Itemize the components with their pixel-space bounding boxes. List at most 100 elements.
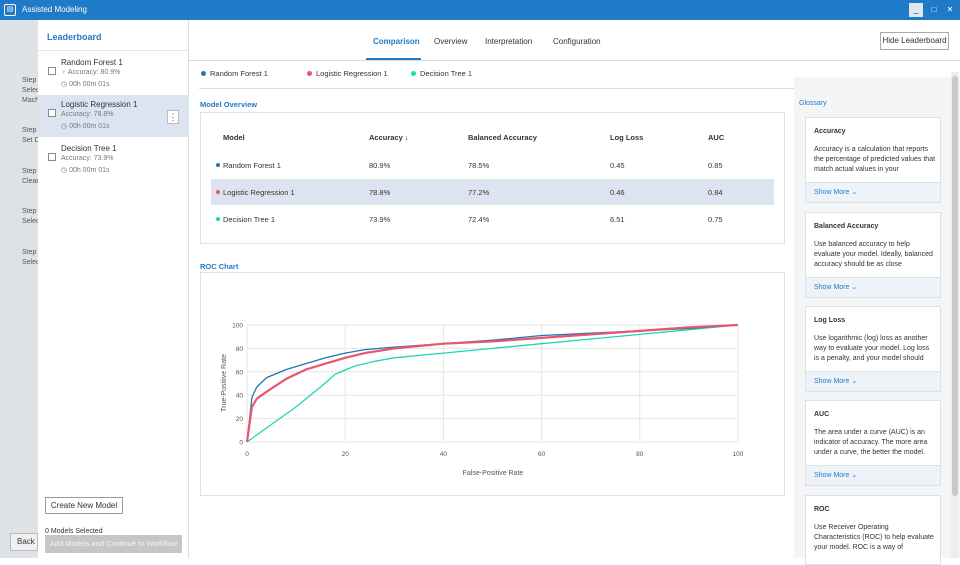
x-axis-label: False-Positive Rate	[463, 470, 524, 477]
hide-leaderboard-button[interactable]: Hide Leaderboard	[880, 32, 949, 50]
legend-item-rf[interactable]: Random Forest 1	[201, 69, 268, 78]
series-dot	[216, 190, 220, 194]
model-item-logistic-regression[interactable]: Logistic Regression 1 Accuracy: 78.8% ◷ …	[38, 95, 189, 137]
leaderboard-panel: Leaderboard Random Forest 1 ♀ Accuracy: …	[38, 20, 189, 558]
app-icon: ▤	[4, 4, 16, 16]
leaderboard-title: Leaderboard	[47, 32, 102, 42]
col-header-balanced-accuracy[interactable]: Balanced Accuracy	[468, 133, 537, 142]
trophy-icon: ♀	[61, 69, 68, 76]
minimize-button[interactable]: _	[909, 3, 923, 17]
y-tick-label: 60	[236, 369, 244, 376]
y-tick-label: 40	[236, 393, 244, 400]
step-item[interactable]: Step Selec	[22, 208, 38, 225]
tab-interpretation[interactable]: Interpretation	[485, 37, 533, 46]
x-tick-label: 100	[733, 451, 744, 458]
clock-icon: ◷	[61, 123, 70, 130]
step-item[interactable]: Step Selec	[22, 249, 38, 266]
y-axis-label: True-Positive Rate	[221, 354, 228, 412]
model-item-decision-tree[interactable]: Decision Tree 1 Accuracy: 73.9% ◷ 00h 00…	[38, 139, 189, 181]
roc-line-random-forest	[246, 324, 739, 443]
x-tick-label: 20	[342, 451, 350, 458]
table-row[interactable]: Random Forest 1 80.9% 78.5% 0.45 0.85	[211, 152, 774, 178]
chevron-down-icon: ⌄	[851, 284, 858, 291]
tab-comparison[interactable]: Comparison	[373, 37, 420, 46]
background-steps-panel: Step Selec Mach Step Set D Step Clear Step Se…	[0, 20, 38, 558]
legend-item-lr[interactable]: Logistic Regression 1	[307, 69, 388, 78]
glossary-title: Glossary	[799, 100, 827, 107]
clock-icon: ◷	[61, 81, 70, 88]
add-models-continue-button[interactable]: Add Models and Continue to Workflow	[45, 535, 182, 553]
model-time: ◷ 00h 00m 01s	[61, 167, 110, 174]
glossary-card-balanced-accuracy: Balanced Accuracy Use balanced accuracy …	[805, 212, 941, 298]
y-tick-label: 20	[236, 416, 244, 423]
x-tick-label: 80	[636, 451, 644, 458]
chevron-down-icon: ⌄	[851, 378, 858, 385]
y-tick-label: 80	[236, 346, 244, 353]
main-content: Comparison Overview Interpretation Confi…	[189, 20, 960, 565]
x-tick-label: 60	[538, 451, 546, 458]
step-item[interactable]: Step Selec Mach	[22, 77, 38, 104]
window-title: Assisted Modeling	[22, 5, 87, 14]
model-accuracy: ♀ Accuracy: 80.9%	[61, 69, 121, 76]
more-options-icon[interactable]: ⋮	[167, 110, 179, 124]
glossary-scroll-thumb[interactable]	[952, 76, 958, 496]
step-item[interactable]: Step Clear	[22, 168, 38, 185]
model-accuracy: Accuracy: 73.9%	[61, 155, 114, 162]
title-bar: ▤ Assisted Modeling _ □ ✕	[0, 0, 960, 20]
col-header-model[interactable]: Model	[223, 133, 245, 142]
maximize-button[interactable]: □	[931, 5, 937, 14]
chart-grid	[246, 324, 739, 443]
close-button[interactable]: ✕	[946, 5, 954, 14]
model-time: ◷ 00h 00m 01s	[61, 123, 110, 130]
glossary-card-log-loss: Log Loss Use logarithmic (log) loss as a…	[805, 306, 941, 392]
roc-chart-card: 0 20 40 60 80 100 0 20 40 60 80 100 False-Positive …	[200, 272, 785, 496]
model-overview-title: Model Overview	[200, 100, 258, 109]
model-item-random-forest[interactable]: Random Forest 1 ♀ Accuracy: 80.9% ◷ 00h …	[38, 53, 189, 95]
table-row[interactable]: Logistic Regression 1 78.8% 77.2% 0.46 0…	[211, 179, 774, 205]
model-name: Random Forest 1	[61, 58, 123, 67]
model-name: Decision Tree 1	[61, 144, 117, 153]
model-checkbox[interactable]	[48, 153, 56, 161]
x-tick-label: 0	[245, 451, 249, 458]
glossary-card-accuracy: Accuracy Accuracy is a calculation that …	[805, 117, 941, 203]
tab-bar: Comparison Overview Interpretation Confi…	[189, 20, 960, 61]
create-new-model-button[interactable]: Create New Model	[45, 497, 123, 514]
glossary-panel: Glossary Accuracy Accuracy is a calculat…	[794, 77, 960, 565]
model-overview-card	[200, 112, 785, 244]
model-legend: Random Forest 1 Logistic Regression 1 De…	[199, 69, 794, 89]
chevron-down-icon: ⌄	[851, 189, 858, 196]
model-checkbox[interactable]	[48, 109, 56, 117]
chart-lines	[245, 323, 739, 443]
model-checkbox[interactable]	[48, 67, 56, 75]
show-more-button[interactable]: Show More ⌄	[806, 371, 940, 391]
tab-configuration[interactable]: Configuration	[553, 37, 601, 46]
step-item[interactable]: Step Set D	[22, 127, 38, 144]
legend-item-dt[interactable]: Decision Tree 1	[411, 69, 472, 78]
model-accuracy: Accuracy: 78.8%	[61, 111, 114, 118]
y-tick-label: 0	[239, 440, 243, 447]
clock-icon: ◷	[61, 167, 70, 174]
roc-chart: 0 20 40 60 80 100 0 20 40 60 80 100 False-Positive …	[221, 323, 744, 478]
series-dot	[216, 217, 220, 221]
back-button[interactable]: Back	[10, 533, 38, 551]
sort-arrow-icon: ↓	[404, 133, 409, 142]
col-header-log-loss[interactable]: Log Loss	[610, 133, 644, 142]
chart-ticks: 0 20 40 60 80 100 0 20 40 60 80 100	[232, 323, 744, 459]
show-more-button[interactable]: Show More ⌄	[806, 277, 940, 297]
chevron-down-icon: ⌄	[851, 472, 858, 479]
x-tick-label: 40	[440, 451, 448, 458]
series-dot	[216, 163, 220, 167]
show-more-button[interactable]: Show More ⌄	[806, 182, 940, 202]
tab-overview[interactable]: Overview	[434, 37, 468, 46]
models-selected-count: 0 Models Selected	[45, 528, 103, 535]
y-tick-label: 100	[232, 323, 243, 330]
glossary-card-roc: ROC Use Receiver Operating Characteristi…	[805, 495, 941, 565]
roc-line-logistic-regression	[245, 323, 739, 443]
col-header-accuracy[interactable]: Accuracy ↓	[369, 133, 409, 142]
col-header-auc[interactable]: AUC	[708, 133, 725, 142]
model-time: ◷ 00h 00m 01s	[61, 81, 110, 88]
show-more-button[interactable]: Show More ⌄	[806, 465, 940, 485]
model-name: Logistic Regression 1	[61, 100, 138, 109]
table-row[interactable]: Decision Tree 1 73.9% 72.4% 6.51 0.75	[211, 206, 774, 232]
active-tab-indicator	[366, 58, 421, 60]
